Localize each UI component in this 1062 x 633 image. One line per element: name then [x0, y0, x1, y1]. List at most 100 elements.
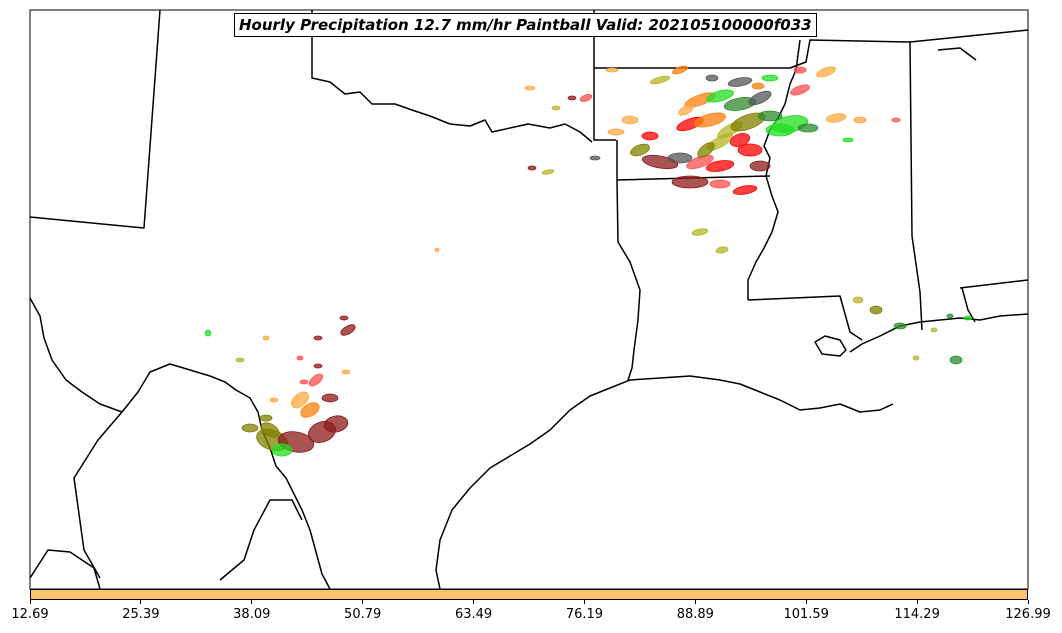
precip-blob — [527, 165, 537, 171]
map-frame — [29, 9, 1029, 590]
louisiana-mississippi-border — [747, 295, 863, 341]
precip-blob — [757, 110, 783, 122]
precip-blob — [667, 152, 693, 164]
precip-blob — [313, 335, 323, 341]
precip-blob — [709, 179, 731, 189]
texas-louisiana-coast — [435, 375, 894, 590]
precip-blob — [793, 66, 807, 74]
alabama-florida-border — [959, 279, 1029, 289]
precip-blob — [340, 324, 356, 336]
colorbar-tick — [362, 600, 364, 604]
mexico-state-border-1 — [73, 411, 123, 579]
precip-blob — [749, 160, 771, 172]
precip-blob — [963, 315, 973, 321]
precip-blob — [732, 185, 758, 195]
precip-blob — [524, 85, 536, 91]
oklahoma-arkansas-border — [593, 10, 616, 141]
tennessee-river — [937, 47, 977, 61]
mexico-state-border-3 — [219, 499, 303, 581]
precip-blob — [797, 123, 819, 133]
precip-blob — [551, 105, 561, 111]
map-title: Hourly Precipitation 12.7 mm/hr Paintbal… — [234, 13, 817, 37]
precip-blob — [705, 160, 735, 172]
precip-blob — [893, 322, 907, 330]
precip-blob — [891, 117, 901, 123]
precip-blob — [241, 423, 259, 433]
precip-blob — [434, 247, 440, 253]
precip-blob — [706, 89, 734, 103]
precip-blob — [300, 402, 320, 418]
colorbar-tick-label: 25.39 — [122, 607, 160, 622]
precip-blob — [751, 82, 765, 90]
precip-blob — [842, 137, 854, 143]
precip-blob — [259, 414, 273, 422]
colorbar — [30, 589, 1028, 600]
precip-blob — [262, 335, 270, 341]
colorbar-tick-label: 38.09 — [233, 607, 271, 622]
precip-blob — [269, 397, 279, 403]
precip-blob — [605, 67, 619, 73]
precip-blob — [607, 128, 625, 136]
missouri-arkansas-border — [594, 39, 911, 69]
precip-blob — [930, 327, 938, 333]
precip-blob — [715, 246, 729, 254]
precip-blob — [729, 133, 751, 147]
colorbar-tick — [916, 600, 918, 604]
chattahoochee — [961, 287, 976, 323]
colorbar-tick-label: 63.49 — [454, 607, 493, 622]
mississippi-alabama-coast — [849, 313, 1029, 353]
tennessee-border — [909, 29, 1029, 43]
precip-blob — [204, 329, 212, 337]
colorbar-tick — [694, 600, 696, 604]
colorbar-tick — [29, 600, 31, 604]
precip-blob — [852, 296, 864, 304]
colorbar-tick-label: 126.99 — [1005, 607, 1051, 622]
precip-blob — [737, 143, 763, 157]
precip-blob — [761, 74, 779, 82]
colorbar-tick-label: 76.19 — [565, 607, 604, 622]
precip-blob — [313, 363, 323, 369]
precip-blob — [589, 155, 601, 161]
precip-blob — [579, 94, 593, 102]
colorbar-tick — [805, 600, 807, 604]
precip-blob — [691, 228, 709, 236]
precip-blob — [686, 154, 714, 170]
precip-blob — [727, 77, 753, 87]
precip-blob — [621, 115, 639, 125]
precip-blob — [790, 84, 810, 96]
precip-blob — [291, 391, 309, 409]
precip-blob — [641, 131, 659, 141]
precip-blob — [671, 175, 709, 189]
precip-blob — [912, 355, 920, 361]
precip-blob — [748, 90, 772, 106]
precipitation-paintballs — [204, 65, 973, 457]
mexico-state-border-2 — [29, 549, 101, 590]
precip-blob — [299, 379, 309, 385]
texas-panhandle-border — [29, 9, 161, 229]
precip-blob — [672, 65, 688, 75]
precip-blob — [321, 393, 339, 403]
precip-blob — [705, 74, 719, 82]
precip-blob — [816, 66, 836, 78]
sabine-river — [616, 179, 641, 381]
precip-blob — [339, 315, 349, 321]
precip-blob — [694, 112, 726, 128]
precip-blob — [765, 123, 795, 137]
precip-blob — [541, 169, 555, 175]
colorbar-tick-label: 50.79 — [344, 607, 382, 622]
precip-blob — [853, 116, 867, 124]
red-river-border — [311, 10, 593, 143]
precip-blob — [296, 355, 304, 361]
mississippi-alabama-border — [909, 41, 923, 331]
precip-blob — [869, 305, 883, 315]
precip-blob — [649, 75, 671, 85]
colorbar-tick — [1027, 600, 1029, 604]
colorbar-tick — [251, 600, 253, 604]
precip-blob — [260, 422, 280, 438]
rio-grande — [29, 297, 331, 590]
precip-blob — [678, 104, 694, 116]
precip-blob — [235, 357, 245, 363]
precip-blob — [323, 415, 349, 433]
lake-pontchartrain — [814, 335, 847, 357]
